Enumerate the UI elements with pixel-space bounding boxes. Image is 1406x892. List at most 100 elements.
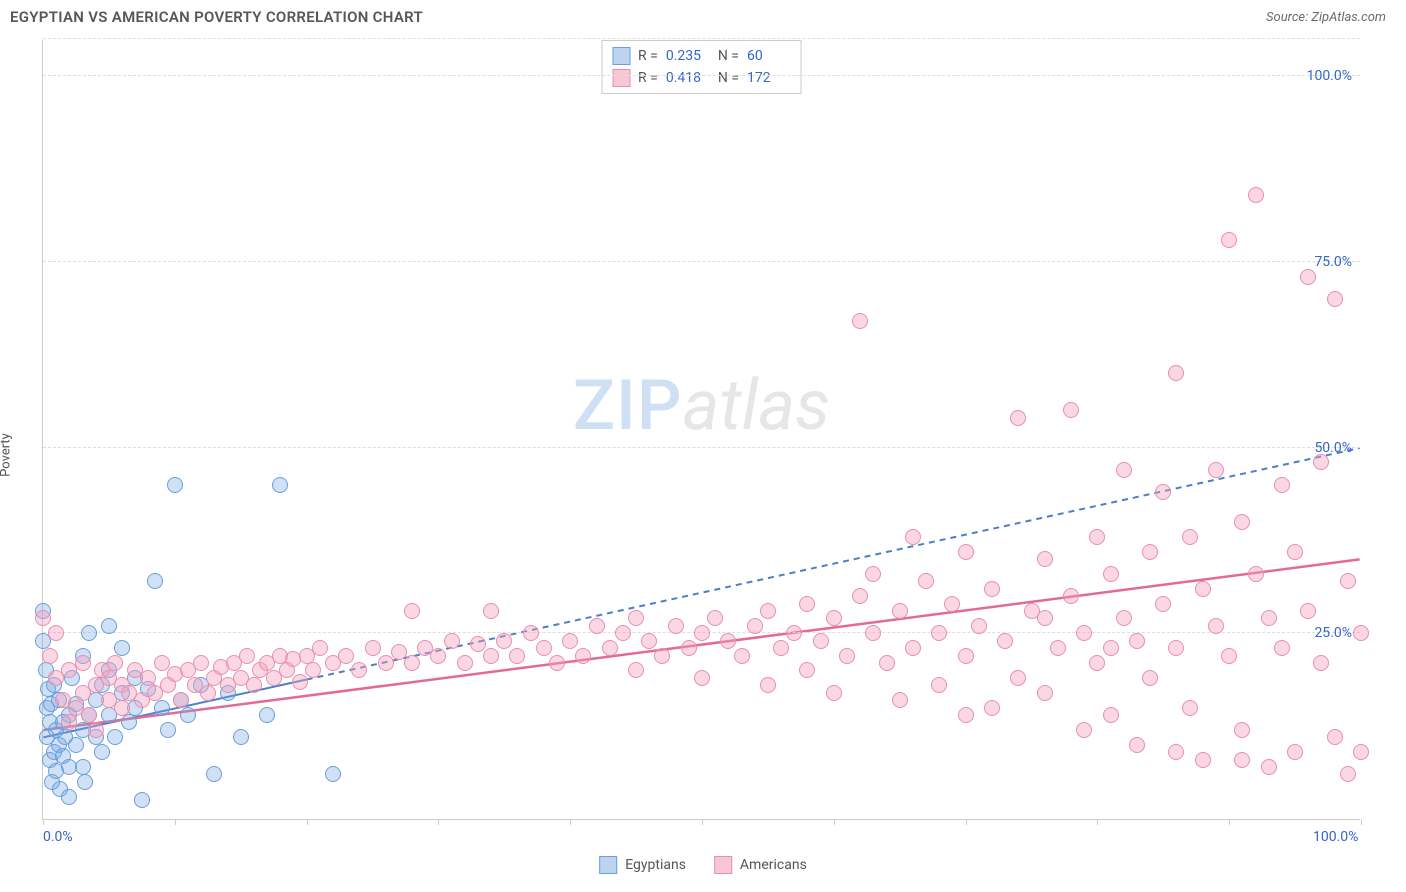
data-point <box>61 714 77 730</box>
data-point <box>1313 454 1329 470</box>
data-point <box>404 603 420 619</box>
stats-n-value: 60 <box>747 48 791 64</box>
data-point <box>549 655 565 671</box>
data-point <box>1182 700 1198 716</box>
data-point <box>483 603 499 619</box>
stats-n-value: 172 <box>747 70 791 86</box>
legend-swatch <box>599 856 617 874</box>
data-point <box>852 588 868 604</box>
data-point <box>325 766 341 782</box>
data-point <box>365 640 381 656</box>
data-point <box>786 625 802 641</box>
data-point <box>233 729 249 745</box>
data-point <box>1037 685 1053 701</box>
data-point <box>61 789 77 805</box>
data-point <box>1063 402 1079 418</box>
data-point <box>1103 707 1119 723</box>
data-point <box>1037 610 1053 626</box>
data-point <box>1195 752 1211 768</box>
data-point <box>931 625 947 641</box>
data-point <box>134 792 150 808</box>
y-tick-label: 100.0% <box>1307 68 1352 84</box>
data-point <box>1010 410 1026 426</box>
data-point <box>813 633 829 649</box>
data-point <box>1287 744 1303 760</box>
data-point <box>958 648 974 664</box>
data-point <box>602 640 618 656</box>
data-point <box>457 655 473 671</box>
data-point <box>147 573 163 589</box>
data-point <box>114 700 130 716</box>
data-point <box>154 700 170 716</box>
data-point <box>1155 484 1171 500</box>
trend-lines-layer <box>43 40 1360 819</box>
data-point <box>1195 581 1211 597</box>
x-tick <box>175 819 176 825</box>
data-point <box>984 700 1000 716</box>
data-point <box>1116 462 1132 478</box>
data-point <box>1168 744 1184 760</box>
chart-header: EGYPTIAN VS AMERICAN POVERTY CORRELATION… <box>0 0 1406 30</box>
data-point <box>1142 544 1158 560</box>
legend-label: Egyptians <box>625 857 686 873</box>
legend-item: Egyptians <box>599 856 686 874</box>
data-point <box>1261 759 1277 775</box>
data-point <box>694 625 710 641</box>
gridline <box>43 261 1360 262</box>
data-point <box>799 662 815 678</box>
data-point <box>42 648 58 664</box>
x-tick-label: 100.0% <box>1313 829 1358 845</box>
chart-container: Poverty ZIPatlas R =0.235N =60R =0.418N … <box>0 30 1406 880</box>
data-point <box>351 662 367 678</box>
data-point <box>1287 544 1303 560</box>
trend-line-dash <box>307 448 1360 679</box>
data-point <box>173 692 189 708</box>
data-point <box>734 648 750 664</box>
data-point <box>918 573 934 589</box>
x-tick <box>438 819 439 825</box>
data-point <box>1129 737 1145 753</box>
x-tick <box>834 819 835 825</box>
legend-swatch <box>714 856 732 874</box>
x-tick <box>1229 819 1230 825</box>
data-point <box>312 640 328 656</box>
data-point <box>1155 596 1171 612</box>
data-point <box>1274 640 1290 656</box>
data-point <box>114 640 130 656</box>
data-point <box>865 625 881 641</box>
x-tick <box>307 819 308 825</box>
data-point <box>562 633 578 649</box>
data-point <box>378 655 394 671</box>
stats-r-value: 0.418 <box>666 70 710 86</box>
data-point <box>509 648 525 664</box>
data-point <box>628 662 644 678</box>
data-point <box>1327 291 1343 307</box>
data-point <box>681 640 697 656</box>
data-point <box>971 618 987 634</box>
data-point <box>272 477 288 493</box>
series-swatch <box>612 47 630 65</box>
x-tick <box>702 819 703 825</box>
data-point <box>1182 529 1198 545</box>
data-point <box>35 610 51 626</box>
data-point <box>1076 625 1092 641</box>
data-point <box>154 655 170 671</box>
data-point <box>1234 722 1250 738</box>
data-point <box>88 722 104 738</box>
data-point <box>1089 529 1105 545</box>
data-point <box>1313 655 1329 671</box>
data-point <box>1221 232 1237 248</box>
y-tick-label: 25.0% <box>1314 625 1352 641</box>
x-tick <box>43 819 44 825</box>
data-point <box>1208 618 1224 634</box>
data-point <box>1168 640 1184 656</box>
data-point <box>826 610 842 626</box>
data-point <box>305 662 321 678</box>
data-point <box>720 633 736 649</box>
data-point <box>589 618 605 634</box>
data-point <box>892 603 908 619</box>
gridline <box>43 75 1360 76</box>
data-point <box>239 648 255 664</box>
data-point <box>958 707 974 723</box>
data-point <box>77 774 93 790</box>
